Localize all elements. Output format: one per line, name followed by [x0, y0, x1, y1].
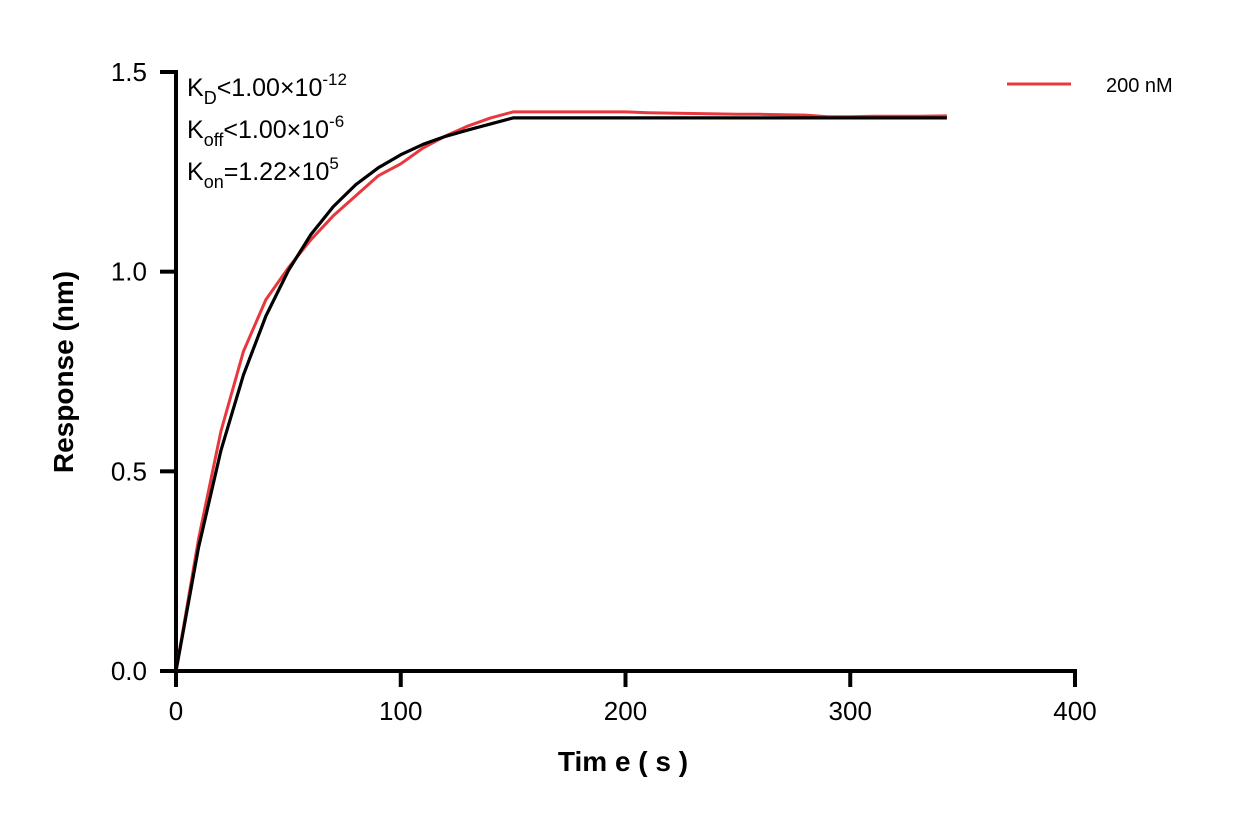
- x-tick-label: 400: [1053, 696, 1096, 726]
- y-tick-label: 1.5: [111, 57, 147, 87]
- series-line-200nm: [174, 110, 947, 672]
- legend: 200 nM: [1007, 75, 1173, 97]
- y-axis-label: Response (nm): [48, 271, 79, 473]
- annotations: KD<1.00×10-12 Koff<1.00×10-6 Kon=1.22×10…: [187, 70, 347, 192]
- x-tick-label: 100: [379, 696, 422, 726]
- x-tick-label: 200: [604, 696, 647, 726]
- x-axis-label: Tim e ( s ): [558, 746, 688, 777]
- x-tick-label: 300: [829, 696, 872, 726]
- annotation-kd: KD<1.00×10-12: [187, 70, 347, 108]
- fit-curve-line: [174, 116, 947, 672]
- legend-label-200nm: 200 nM: [1106, 75, 1173, 97]
- y-tick-label: 0.5: [111, 456, 147, 486]
- y-tick-label: 0.0: [111, 656, 147, 686]
- x-tick-label: 0: [169, 696, 183, 726]
- annotation-koff: Koff<1.00×10-6: [187, 112, 344, 150]
- annotation-kon: Kon=1.22×105: [187, 154, 339, 192]
- y-tick-label: 1.0: [111, 257, 147, 287]
